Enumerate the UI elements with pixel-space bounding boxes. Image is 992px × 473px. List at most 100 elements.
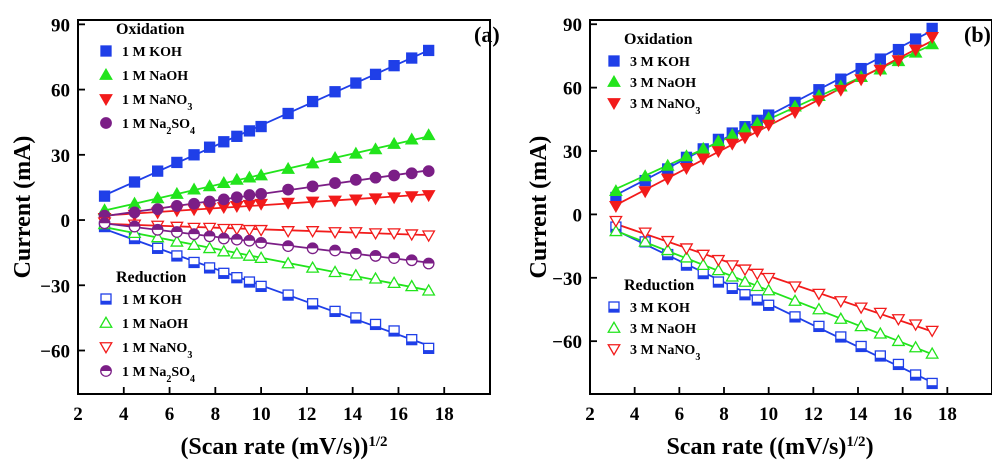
- data-point: [329, 305, 341, 318]
- x-tick-label: 10: [252, 404, 271, 425]
- data-point: [306, 298, 319, 310]
- data-point: [750, 268, 765, 281]
- data-point: [711, 146, 726, 159]
- data-point: [306, 242, 319, 255]
- data-point: [725, 269, 740, 282]
- data-point: [660, 173, 675, 186]
- data-point: [368, 228, 383, 241]
- legend-reduction: Reduction 3 M KOH 3 M NaOH 3 M NaNO3: [607, 277, 700, 363]
- data-point: [203, 262, 216, 274]
- data-point: [892, 43, 905, 56]
- data-point-half: [256, 288, 267, 292]
- data-point: [329, 86, 341, 98]
- data-point: [761, 283, 776, 296]
- data-point: [282, 107, 294, 120]
- data-point: [348, 194, 363, 207]
- x-tick-label: 4: [119, 404, 129, 425]
- data-point-half: [790, 318, 801, 322]
- data-point-half: [307, 305, 318, 309]
- data-point: [369, 318, 382, 331]
- data-point: [255, 280, 267, 293]
- data-point: [203, 141, 216, 153]
- data-point: [150, 230, 165, 243]
- data-point: [203, 195, 216, 208]
- data-point-half: [350, 319, 361, 323]
- legend-title: Oxidation: [116, 21, 185, 38]
- data-point: [187, 182, 201, 195]
- data-point: [255, 236, 268, 249]
- data-point: [854, 74, 869, 87]
- data-point: [873, 326, 888, 339]
- data-point: [874, 53, 886, 65]
- data-point: [305, 156, 320, 169]
- data-point-half: [330, 313, 341, 317]
- data-point: [404, 191, 419, 204]
- data-point: [98, 190, 111, 202]
- data-point: [254, 224, 268, 237]
- x-tick-label: 6: [675, 404, 685, 425]
- legend-label: 3 M NaNO3: [630, 343, 700, 363]
- data-point-half: [893, 366, 904, 370]
- data-point: [281, 161, 295, 174]
- data-point-half: [856, 348, 867, 352]
- data-point-half: [283, 296, 294, 301]
- data-point: [388, 169, 400, 182]
- data-point: [891, 314, 906, 327]
- legend-label: 1 M Na2SO4: [122, 117, 195, 137]
- x-tick-label: 14: [849, 404, 869, 425]
- y-tick-label: 30: [563, 142, 582, 163]
- data-point-half: [171, 226, 183, 233]
- data-point: [406, 52, 418, 64]
- series-reduction-7: [98, 217, 435, 270]
- x-tick-label: 16: [389, 404, 408, 425]
- data-point: [738, 132, 752, 145]
- data-point-half: [218, 275, 229, 279]
- data-point: [423, 342, 435, 354]
- data-point: [711, 134, 726, 147]
- data-point-half: [875, 357, 886, 361]
- y-tick-label: −30: [552, 269, 582, 290]
- data-point: [925, 32, 940, 44]
- legend-label: 1 M Na2SO4: [122, 365, 195, 385]
- plot-frame: [77, 19, 491, 395]
- legend-marker: [99, 342, 113, 355]
- data-point: [218, 267, 230, 279]
- x-tick-label: 4: [630, 404, 640, 425]
- x-tick-label: 18: [435, 404, 454, 425]
- data-point: [328, 195, 342, 208]
- data-point-outline: [171, 250, 183, 262]
- data-point: [609, 201, 623, 213]
- data-point: [696, 153, 711, 166]
- data-point: [788, 293, 802, 306]
- legend-marker: [608, 55, 620, 67]
- data-point-half: [813, 328, 824, 332]
- x-tick-label: 2: [585, 404, 595, 425]
- series-reduction-5: [609, 215, 940, 338]
- x-tick-label: 12: [804, 404, 823, 425]
- data-point: [349, 173, 362, 186]
- data-point: [171, 250, 183, 262]
- data-point: [350, 312, 362, 324]
- data-point: [725, 138, 740, 151]
- legend-marker-half: [100, 365, 112, 371]
- legend-marker: [607, 98, 621, 111]
- data-point: [761, 272, 776, 285]
- data-point: [761, 119, 776, 132]
- legend-label: 1 M KOH: [122, 45, 182, 60]
- data-point: [925, 325, 940, 338]
- data-point: [369, 68, 382, 81]
- legend-label: 3 M NaOH: [630, 76, 696, 91]
- data-point: [421, 128, 436, 141]
- panel-label: (a): [474, 22, 500, 47]
- legend-oxidation: Oxidation 3 M KOH 3 M NaOH 3 M NaNO3: [607, 31, 700, 117]
- y-tick-label: −60: [552, 332, 582, 353]
- data-point: [609, 184, 623, 197]
- data-point: [348, 227, 363, 240]
- legend-label: 3 M KOH: [630, 301, 690, 316]
- data-point: [369, 250, 382, 262]
- data-point-half: [255, 237, 267, 243]
- data-point: [738, 264, 752, 277]
- legend-title: Oxidation: [624, 31, 693, 48]
- data-point: [404, 279, 419, 292]
- data-point: [170, 226, 183, 238]
